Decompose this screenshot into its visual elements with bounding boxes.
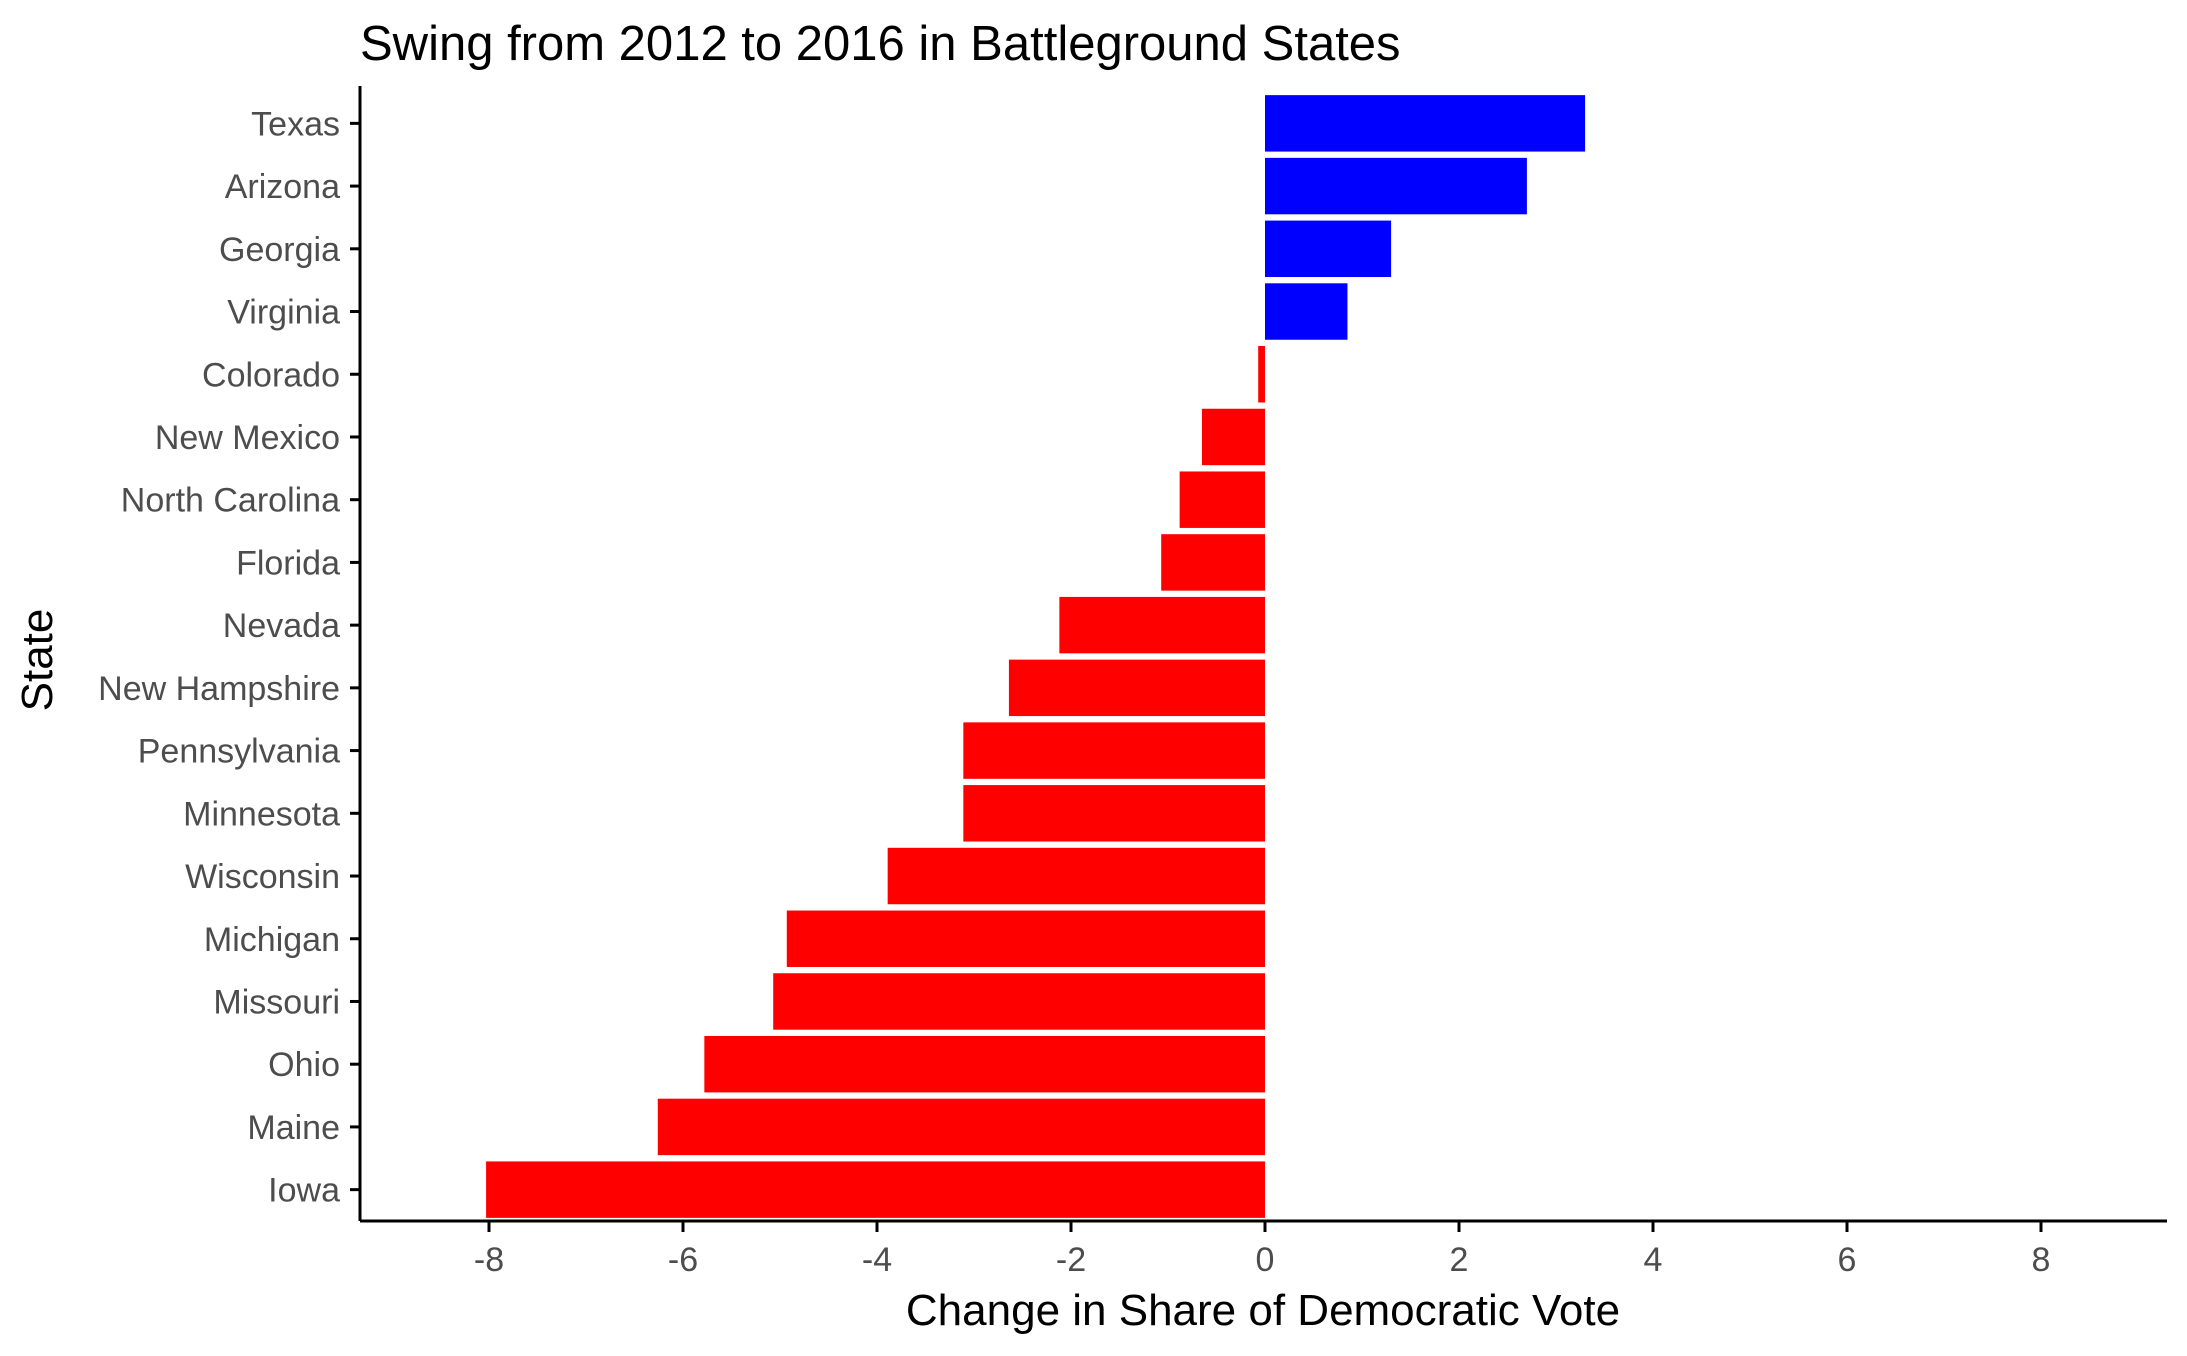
- x-tick-label: -6: [668, 1241, 698, 1279]
- bar-missouri: [773, 973, 1265, 1030]
- x-axis-title: Change in Share of Democratic Vote: [906, 1286, 1620, 1335]
- x-tick-label: 8: [2032, 1241, 2051, 1279]
- bars-layer: [486, 95, 1586, 1218]
- bar-florida: [1161, 534, 1265, 591]
- bar-virginia: [1265, 283, 1348, 340]
- bar-maine: [657, 1098, 1265, 1156]
- y-tick-label-texas: Texas: [251, 105, 340, 143]
- x-tick-label: 2: [1450, 1241, 1469, 1279]
- y-tick-label-florida: Florida: [236, 544, 340, 582]
- bar-new-hampshire: [1008, 659, 1265, 717]
- x-tick-label: -2: [1056, 1241, 1086, 1279]
- x-tick-label: -8: [474, 1241, 504, 1279]
- x-axis: -8 -6 -4 -2 0 2 4 6 8: [360, 1219, 2167, 1279]
- y-tick-label-ohio: Ohio: [268, 1046, 340, 1084]
- bar-wisconsin: [887, 847, 1265, 905]
- y-tick-label-nevada: Nevada: [223, 607, 340, 645]
- y-tick-label-north-carolina: North Carolina: [121, 482, 340, 520]
- bar-new-mexico: [1201, 408, 1265, 466]
- bar-minnesota: [963, 785, 1265, 842]
- y-tick-label-new-mexico: New Mexico: [155, 419, 340, 457]
- y-tick-label-wisconsin: Wisconsin: [185, 858, 340, 896]
- bar-nevada: [1059, 596, 1265, 654]
- y-tick-label-arizona: Arizona: [225, 168, 340, 206]
- bar-ohio: [704, 1035, 1265, 1093]
- y-tick-label-minnesota: Minnesota: [183, 795, 340, 833]
- chart-title: Swing from 2012 to 2016 in Battleground …: [360, 17, 1401, 71]
- bar-georgia: [1265, 220, 1392, 278]
- x-tick-label: 6: [1838, 1241, 1857, 1279]
- x-tick-label: 0: [1256, 1241, 1275, 1279]
- y-axis-title: State: [13, 609, 62, 712]
- y-tick-label-missouri: Missouri: [213, 983, 340, 1021]
- bar-iowa: [486, 1161, 1266, 1218]
- y-tick-label-michigan: Michigan: [204, 921, 340, 959]
- bar-arizona: [1265, 157, 1527, 215]
- y-tick-label-new-hampshire: New Hampshire: [98, 670, 340, 708]
- y-tick-label-colorado: Colorado: [202, 356, 340, 394]
- y-tick-label-virginia: Virginia: [227, 294, 340, 332]
- bar-texas: [1265, 95, 1586, 152]
- x-tick-label: 4: [1644, 1241, 1663, 1279]
- bar-north-carolina: [1179, 471, 1265, 528]
- y-tick-label-pennsylvania: Pennsylvania: [138, 733, 340, 771]
- x-tick-label: -4: [862, 1241, 892, 1279]
- y-axis: Texas Arizona Georgia Virginia Colorado New M…: [98, 86, 362, 1221]
- y-tick-label-maine: Maine: [247, 1109, 340, 1147]
- bar-colorado: [1258, 346, 1265, 403]
- bar-michigan: [786, 910, 1265, 967]
- bar-pennsylvania: [963, 722, 1265, 779]
- y-tick-label-georgia: Georgia: [219, 231, 340, 269]
- y-tick-label-iowa: Iowa: [268, 1172, 340, 1210]
